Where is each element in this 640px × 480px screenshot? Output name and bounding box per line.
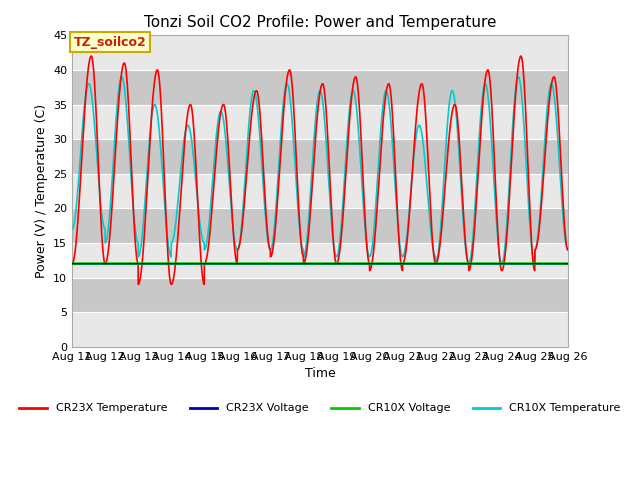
Y-axis label: Power (V) / Temperature (C): Power (V) / Temperature (C) xyxy=(35,104,47,278)
Text: TZ_soilco2: TZ_soilco2 xyxy=(74,36,147,48)
Bar xyxy=(72,105,568,139)
Legend: CR23X Temperature, CR23X Voltage, CR10X Voltage, CR10X Temperature: CR23X Temperature, CR23X Voltage, CR10X … xyxy=(15,399,625,418)
Bar xyxy=(72,70,568,105)
Bar xyxy=(72,277,568,312)
Bar xyxy=(72,36,568,70)
Title: Tonzi Soil CO2 Profile: Power and Temperature: Tonzi Soil CO2 Profile: Power and Temper… xyxy=(144,15,496,30)
Bar xyxy=(72,139,568,174)
Bar xyxy=(72,312,568,347)
Bar xyxy=(72,208,568,243)
X-axis label: Time: Time xyxy=(305,367,335,380)
Bar xyxy=(72,174,568,208)
Bar xyxy=(72,243,568,277)
